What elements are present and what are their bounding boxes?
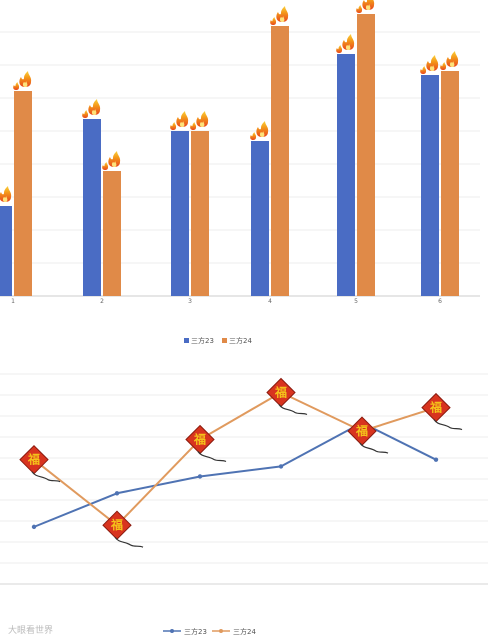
- flame-icon: [276, 6, 289, 22]
- bar-2-2: [103, 171, 121, 296]
- line-series-1: [33, 421, 437, 528]
- legend-marker-series-2: [219, 629, 223, 633]
- line-point-1-1: [31, 524, 37, 530]
- bar-chart: 1 2 3 4 5 6 三方23 三方24: [0, 0, 480, 345]
- line-gridlines: [0, 373, 488, 585]
- line-series-2: [33, 391, 437, 527]
- flame-icon: [440, 62, 447, 70]
- flame-icon: [342, 34, 355, 50]
- flame-icon: [170, 122, 177, 130]
- bar-tick-label: 2: [100, 298, 104, 305]
- bar-1-3: [171, 131, 189, 296]
- bar-1-6: [421, 75, 439, 296]
- bar-legend: 三方23 三方24: [184, 336, 252, 345]
- bar-1-5: [337, 54, 355, 296]
- fu-character: 福: [274, 384, 287, 399]
- line-legend: 三方23 三方24: [163, 627, 256, 636]
- fu-character: 福: [429, 400, 442, 415]
- fu-diamond-icon: 福: [421, 392, 463, 431]
- bar-2-1: [14, 91, 32, 296]
- legend-marker-series-1: [170, 629, 174, 633]
- flame-icon: [256, 121, 269, 137]
- watermark: 大眼看世界: [8, 624, 53, 636]
- line-point-1-3: [197, 474, 203, 479]
- flame-icon: [196, 111, 209, 127]
- bar-2-3: [191, 131, 209, 296]
- flame-icon: [102, 162, 109, 170]
- legend-swatch-series-1: [184, 338, 189, 343]
- fu-character: 福: [355, 423, 368, 438]
- bar-tick-labels: 1 2 3 4 5 6: [11, 298, 442, 305]
- fu-diamond-icon: 福: [185, 424, 227, 463]
- line-point-1-2: [114, 491, 120, 496]
- flame-icon: [270, 17, 277, 25]
- fu-character: 福: [27, 452, 40, 467]
- fu-diamond-icon: 福: [19, 444, 61, 483]
- flame-icon: [108, 151, 121, 167]
- bar-tick-label: 6: [438, 298, 442, 305]
- legend-label-line-series-1: 三方23: [184, 627, 207, 636]
- bar-gridlines: [0, 31, 480, 297]
- fu-character: 福: [110, 517, 123, 532]
- bar-2-5: [357, 14, 375, 296]
- flame-icon: [176, 111, 189, 127]
- legend-label-line-series-2: 三方24: [233, 627, 256, 636]
- bar-tick-label: 5: [354, 298, 358, 305]
- legend-swatch-series-2: [222, 338, 227, 343]
- bar-marks: [0, 0, 459, 296]
- bar-1-4: [251, 141, 269, 296]
- flame-icon: [190, 122, 197, 130]
- flame-icon: [336, 45, 343, 53]
- flame-icon: [250, 132, 257, 140]
- flame-icon: [420, 66, 427, 74]
- line-point-1-6: [433, 457, 439, 462]
- flame-icon: [446, 51, 459, 67]
- fu-diamond-icon: 福: [347, 416, 389, 454]
- flame-icon: [82, 110, 89, 118]
- fu-character: 福: [193, 432, 206, 447]
- flame-icon: [426, 55, 439, 71]
- bar-tick-label: 4: [268, 298, 272, 305]
- fu-diamond-icon: 福: [102, 510, 144, 548]
- flame-icon: [88, 99, 101, 115]
- fu-diamond-icon: 福: [266, 377, 308, 416]
- bar-tick-label: 1: [11, 298, 15, 305]
- bar-1-1: [0, 206, 12, 296]
- bar-2-4: [271, 26, 289, 296]
- legend-label-series-1: 三方23: [191, 336, 214, 345]
- flame-icon: [13, 82, 20, 90]
- legend-label-series-2: 三方24: [229, 336, 252, 345]
- line-point-1-4: [278, 464, 284, 469]
- flame-icon: [356, 5, 363, 13]
- flame-icon: [0, 186, 12, 202]
- flame-icon: [19, 71, 32, 87]
- bar-1-2: [83, 119, 101, 296]
- flame-icon: [362, 0, 375, 10]
- bar-tick-label: 3: [188, 298, 192, 305]
- bar-2-6: [441, 71, 459, 296]
